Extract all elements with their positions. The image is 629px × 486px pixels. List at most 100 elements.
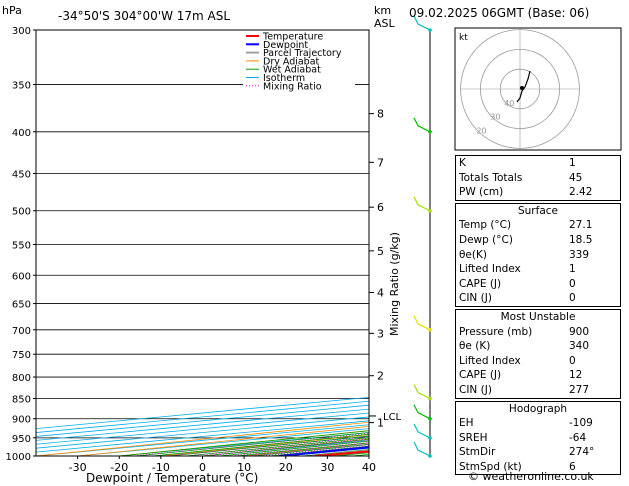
temp-tick-label: -30	[69, 461, 87, 474]
most-unstable-title: Most Unstable	[500, 310, 576, 323]
pressure-tick-label: 800	[12, 373, 31, 384]
surface-label: CIN (J)	[459, 292, 492, 305]
surface-label: Dewp (°C)	[459, 233, 513, 246]
most-unstable-label: θe (K)	[459, 340, 491, 353]
legend-label: Wet Adiabat	[263, 65, 321, 76]
most-unstable-value: 340	[569, 340, 590, 353]
index-label: PW (cm)	[459, 186, 504, 199]
legend-label: Temperature	[262, 32, 323, 43]
most-unstable-label: CIN (J)	[459, 383, 492, 396]
index-value: 2.42	[569, 186, 593, 199]
pressure-tick-label: 850	[12, 394, 31, 405]
most-unstable-value: 277	[569, 383, 590, 396]
surface-label: CAPE (J)	[459, 277, 502, 290]
surface-row: CIN (J) 0	[456, 291, 620, 306]
hodograph-value: 6	[569, 460, 576, 473]
wind-barb	[413, 423, 431, 439]
surface-value: 0	[569, 277, 576, 290]
lcl-label: LCL	[383, 412, 402, 423]
surface-value: 1	[569, 263, 576, 276]
wind-barb-dot	[428, 129, 432, 134]
km-tick-label: 6	[377, 201, 384, 214]
pressure-tick-label: 1000	[6, 452, 31, 463]
most-unstable-row: CAPE (J) 12	[456, 368, 620, 383]
surface-value: 18.5	[569, 233, 593, 246]
surface-value: 0	[569, 292, 576, 305]
indices-panel: K 1 Totals Totals 45 PW (cm) 2.42 Surface Tem…	[455, 155, 621, 477]
hodograph-label: StmSpd (kt)	[459, 460, 522, 473]
hodograph-row: EH -109	[456, 416, 620, 431]
most-unstable-value: 0	[569, 354, 576, 367]
surface-value: 27.1	[569, 219, 593, 232]
surface-label: Temp (°C)	[459, 219, 512, 232]
storm-motion-marker	[520, 86, 524, 90]
legend-box	[243, 31, 355, 91]
km-tick-label: 4	[377, 287, 384, 300]
surface-label: θe(K)	[459, 248, 487, 261]
pressure-tick-label: 550	[12, 240, 31, 251]
legend-label: Isotherm	[263, 73, 305, 84]
wind-barb	[413, 196, 431, 212]
index-value: 1	[569, 157, 576, 169]
most-unstable-row: CIN (J) 277	[456, 383, 620, 398]
km-tick-label: 1	[377, 417, 384, 430]
legend-label: Mixing Ratio	[263, 81, 322, 92]
most-unstable-table: Most Unstable Pressure (mb) 900 θe (K) 340 L…	[455, 308, 621, 399]
surface-row: Dewp (°C) 18.5	[456, 233, 620, 248]
index-row: PW (cm) 2.42	[456, 185, 620, 200]
temp-tick-label: -20	[110, 461, 128, 474]
hodograph-value: 274°	[569, 446, 595, 459]
most-unstable-row: Lifted Index 0	[456, 354, 620, 369]
wind-barb-dot	[428, 416, 432, 421]
wind-barb-dot	[428, 327, 432, 332]
hodograph-title: Hodograph	[508, 402, 568, 415]
km-tick-label: 2	[377, 370, 384, 383]
wind-barb	[413, 315, 431, 331]
pressure-tick-label: 650	[12, 300, 31, 311]
mixing-ratio-axis-label: Mixing Ratio (g/kg)	[388, 232, 401, 336]
pressure-tick-label: 300	[12, 26, 31, 37]
wind-barb-dot	[428, 436, 432, 440]
wind-barb	[413, 15, 431, 31]
asl-label: ASL	[374, 17, 396, 30]
surface-label: Lifted Index	[459, 263, 521, 276]
most-unstable-label: Pressure (mb)	[459, 325, 533, 338]
most-unstable-value: 12	[569, 369, 583, 382]
km-tick-label: 7	[377, 156, 384, 169]
temp-tick-label: 20	[279, 461, 293, 474]
temp-tick-label: 30	[320, 461, 334, 474]
credit-text: © weatheronline.co.uk	[468, 470, 594, 483]
hodograph-label: SREH	[459, 431, 488, 444]
pressure-tick-label: 900	[12, 415, 31, 426]
axes: 1234681015202530035040045050055060065070…	[6, 26, 402, 474]
surface-row: CAPE (J) 0	[456, 277, 620, 292]
surface-row: Temp (°C) 27.1	[456, 218, 620, 233]
hodograph-row: SREH -64	[456, 431, 620, 446]
pressure-tick-label: 500	[12, 207, 31, 218]
hpa-label: hPa	[2, 4, 22, 17]
hodograph-value: -109	[569, 417, 593, 430]
hodograph: kt 20 30 40	[454, 27, 622, 151]
hodograph-ring-label: 40	[504, 99, 514, 108]
most-unstable-label: CAPE (J)	[459, 369, 502, 382]
km-tick-label: 5	[377, 245, 384, 258]
temp-tick-label: 0	[199, 461, 206, 474]
plot-frame	[35, 29, 370, 457]
index-value: 45	[569, 171, 583, 184]
temp-tick-label: 10	[237, 461, 251, 474]
hodograph-row: StmSpd (kt) 6	[456, 460, 620, 475]
pressure-tick-label: 600	[12, 271, 31, 282]
hodograph-row: StmDir 274°	[456, 445, 620, 460]
plot-grid	[36, 30, 369, 456]
wind-barbs	[413, 15, 432, 458]
index-label: Totals Totals	[459, 171, 523, 184]
hodograph-kt-label: kt	[459, 33, 468, 43]
surface-value: 339	[569, 248, 590, 261]
run-datetime: 09.02.2025 06GMT (Base: 06)	[409, 6, 590, 20]
km-tick-label: 3	[377, 327, 384, 340]
hodograph-value: -64	[569, 431, 587, 444]
hodograph-ring-label: 30	[490, 113, 500, 122]
temp-tick-label: -10	[152, 461, 170, 474]
